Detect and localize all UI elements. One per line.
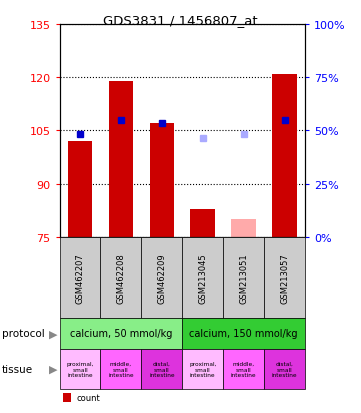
Text: distal,
small
intestine: distal, small intestine	[272, 361, 297, 377]
Text: count: count	[77, 393, 100, 402]
Text: GSM213057: GSM213057	[280, 252, 289, 303]
Text: GSM462207: GSM462207	[75, 252, 84, 303]
Text: middle,
small
intestine: middle, small intestine	[231, 361, 256, 377]
Text: GSM462209: GSM462209	[157, 252, 166, 303]
Text: calcium, 150 mmol/kg: calcium, 150 mmol/kg	[190, 328, 298, 339]
Text: middle,
small
intestine: middle, small intestine	[108, 361, 134, 377]
Bar	[231, 220, 256, 237]
Text: protocol: protocol	[2, 328, 44, 339]
Bar	[272, 74, 297, 237]
Text: distal,
small
intestine: distal, small intestine	[149, 361, 175, 377]
Bar	[68, 142, 92, 237]
Text: GSM213045: GSM213045	[198, 252, 207, 303]
Text: calcium, 50 mmol/kg: calcium, 50 mmol/kg	[70, 328, 172, 339]
Text: ▶: ▶	[49, 364, 58, 374]
Bar	[109, 81, 133, 237]
Bar	[191, 209, 215, 237]
Text: tissue: tissue	[2, 364, 33, 374]
Text: proximal,
small
intestine: proximal, small intestine	[189, 361, 217, 377]
Text: proximal,
small
intestine: proximal, small intestine	[66, 361, 94, 377]
Text: GDS3831 / 1456807_at: GDS3831 / 1456807_at	[103, 14, 258, 27]
Text: GSM213051: GSM213051	[239, 252, 248, 303]
Text: GSM462208: GSM462208	[117, 252, 125, 303]
Text: ▶: ▶	[49, 328, 58, 339]
Bar	[149, 124, 174, 237]
